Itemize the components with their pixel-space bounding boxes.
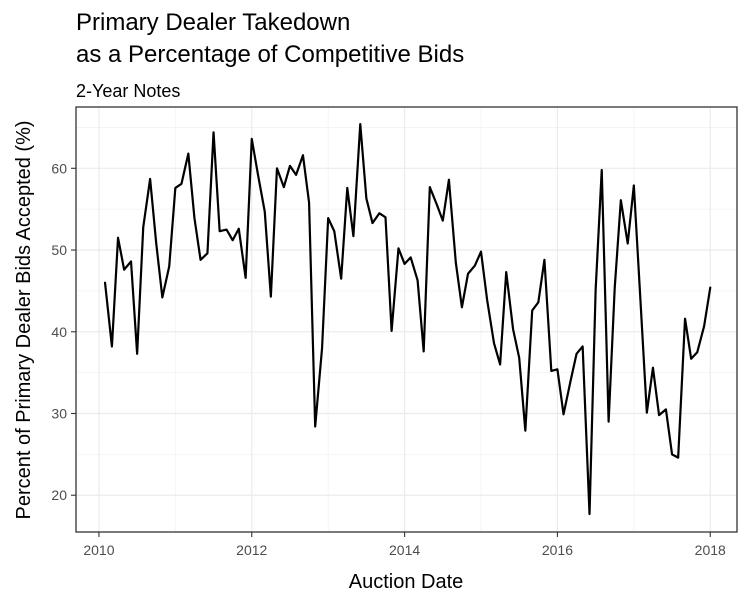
- major-gridlines: [76, 107, 737, 532]
- y-tick-label: 50: [51, 242, 67, 258]
- x-tick-label: 2018: [695, 542, 726, 558]
- y-axis-title: Percent of Primary Dealer Bids Accepted …: [13, 120, 35, 519]
- chart-title-line-2: as a Percentage of Competitive Bids: [76, 41, 464, 68]
- panel-border: [75, 106, 738, 533]
- x-tick-label: 2010: [83, 542, 114, 558]
- series-line: [103, 123, 712, 516]
- y-tick-label: 20: [51, 487, 67, 503]
- y-axis: 20 30 40 50 60: [51, 160, 76, 503]
- minor-gridlines: [76, 107, 737, 532]
- x-tick-label: 2012: [236, 542, 267, 558]
- series-layer: [103, 123, 712, 516]
- plot-panel: [75, 106, 738, 533]
- chart-title-line-1: Primary Dealer Takedown: [76, 9, 350, 36]
- x-tick-label: 2016: [542, 542, 573, 558]
- chart-subtitle: 2-Year Notes: [76, 81, 180, 101]
- x-tick-label: 2014: [389, 542, 420, 558]
- y-tick-label: 30: [51, 405, 67, 421]
- y-tick-label: 60: [51, 160, 67, 176]
- x-axis: 2010 2012 2014 2016 2018: [83, 532, 726, 558]
- x-axis-title: Auction Date: [349, 571, 464, 593]
- y-tick-label: 40: [51, 324, 67, 340]
